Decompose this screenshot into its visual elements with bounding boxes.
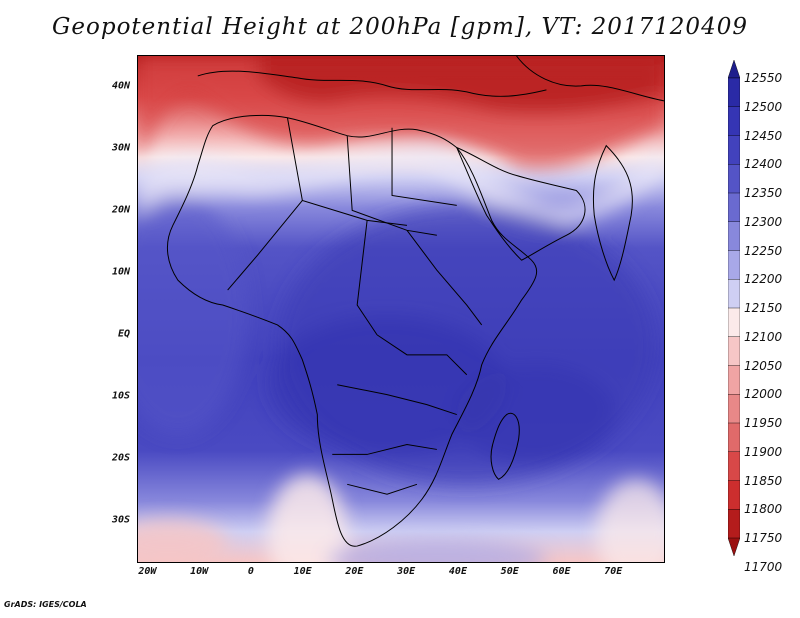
color-scale-label: 12100 xyxy=(744,329,783,344)
lat-tick-label: 40N xyxy=(111,80,130,92)
lon-tick-label: 0 xyxy=(247,566,254,577)
color-scale-swatch xyxy=(728,451,740,482)
color-scale-label: 12300 xyxy=(744,214,783,229)
color-scale-bar xyxy=(728,60,740,556)
color-scale-label: 11700 xyxy=(744,559,783,574)
lat-tick-label: 20S xyxy=(111,452,130,464)
color-scale-label: 12350 xyxy=(744,186,783,200)
color-scale-label: 12550 xyxy=(744,71,783,85)
lon-tick-label: 10W xyxy=(190,566,209,577)
color-scale-label: 12050 xyxy=(744,358,783,373)
map-title: Geopotential Height at 200hPa [gpm], VT:… xyxy=(52,14,748,40)
color-scale-label: 11750 xyxy=(744,531,783,545)
lon-tick-label: 20W xyxy=(138,566,157,577)
color-scale-swatch xyxy=(728,480,740,510)
color-scale-swatch xyxy=(728,336,740,367)
color-scale-label: 11950 xyxy=(744,416,783,430)
color-scale-swatch xyxy=(728,135,740,165)
color-scale-swatch xyxy=(728,509,740,539)
lon-tick-label: 10E xyxy=(293,566,312,577)
color-scale-swatch xyxy=(728,365,740,395)
lat-tick-label: 10S xyxy=(111,390,130,402)
color-scale-swatch xyxy=(728,106,740,137)
color-scale-swatch xyxy=(728,279,740,309)
lat-tick-label: EQ xyxy=(117,328,130,340)
color-scale-swatch xyxy=(728,77,740,108)
color-scale-label: 11850 xyxy=(744,473,783,488)
color-scale-swatch xyxy=(728,307,740,338)
color-scale-label: 12500 xyxy=(744,99,783,114)
color-scale-label: 11900 xyxy=(744,444,783,459)
color-scale-label: 12150 xyxy=(744,301,783,315)
color-scale-label: 12000 xyxy=(744,387,783,402)
color-scale-swatch xyxy=(728,394,740,424)
color-scale-label: 12250 xyxy=(744,243,783,258)
color-scale-swatch xyxy=(728,164,740,194)
lon-tick-label: 50E xyxy=(500,566,519,577)
lat-tick-label: 30N xyxy=(111,142,130,154)
color-scale-swatch xyxy=(728,60,740,79)
lat-tick-label: 20N xyxy=(111,204,130,216)
coastline-outline xyxy=(166,56,664,547)
lon-tick-label: 70E xyxy=(604,566,623,577)
lon-tick-label: 60E xyxy=(552,566,571,577)
color-scale-swatch xyxy=(728,250,740,280)
grads-credit: GrADS: IGES/COLA xyxy=(4,600,87,609)
color-scale-label: 11800 xyxy=(744,502,783,517)
lon-tick-label: 20E xyxy=(345,566,364,577)
color-scale-swatch xyxy=(728,192,740,223)
lon-tick-label: 40E xyxy=(448,566,467,577)
color-scale-label: 12400 xyxy=(744,157,783,172)
map-panel xyxy=(137,55,665,563)
color-scale-swatch xyxy=(728,422,740,453)
lon-tick-label: 30E xyxy=(397,566,416,577)
color-scale-label: 12450 xyxy=(744,128,783,143)
color-scale-swatch xyxy=(728,537,740,556)
color-scale-swatch xyxy=(728,221,740,252)
lat-tick-label: 10N xyxy=(111,266,130,278)
color-scale-label: 12200 xyxy=(744,272,783,287)
geopotential-height-field xyxy=(138,56,664,562)
lat-tick-label: 30S xyxy=(111,514,130,526)
